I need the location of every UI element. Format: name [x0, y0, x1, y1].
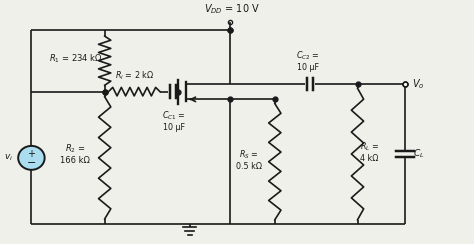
Text: $V_o$: $V_o$	[412, 77, 424, 91]
Circle shape	[18, 146, 45, 170]
Text: $C_L$: $C_L$	[413, 148, 425, 160]
Text: $V_{DD}$ = 10 V: $V_{DD}$ = 10 V	[204, 2, 260, 16]
Text: $R_i$ = 2 kΩ: $R_i$ = 2 kΩ	[115, 70, 154, 82]
Text: $R_2$ =
166 kΩ: $R_2$ = 166 kΩ	[60, 142, 91, 165]
Text: $R_1$ = 234 kΩ: $R_1$ = 234 kΩ	[49, 52, 103, 65]
Text: +: +	[27, 149, 36, 159]
Text: $v_i$: $v_i$	[4, 152, 13, 163]
Text: $R_S$ =
0.5 kΩ: $R_S$ = 0.5 kΩ	[236, 148, 262, 171]
Text: −: −	[27, 158, 36, 168]
Text: $C_{C1}$ =
10 μF: $C_{C1}$ = 10 μF	[162, 110, 186, 132]
Text: $C_{C2}$ =
10 μF: $C_{C2}$ = 10 μF	[296, 49, 320, 72]
Text: $R_L$ =
4 kΩ: $R_L$ = 4 kΩ	[360, 141, 379, 163]
